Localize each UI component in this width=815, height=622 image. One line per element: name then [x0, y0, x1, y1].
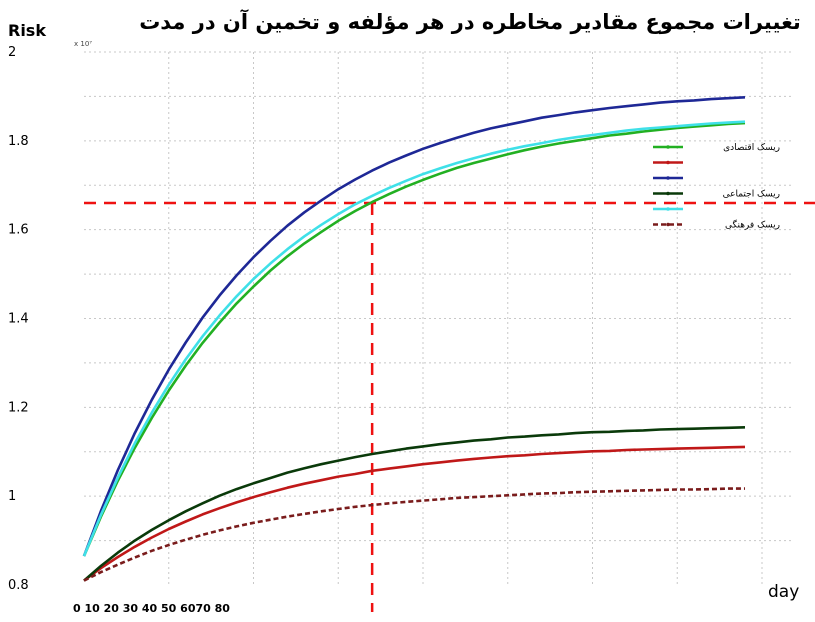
y-tick-label: 1.6 — [8, 223, 29, 238]
series-line-5 — [82, 120, 746, 557]
series-line-4 — [83, 426, 746, 582]
legend-marker — [666, 207, 670, 211]
y-tick-label: 1.8 — [8, 134, 29, 149]
x-axis-label: day — [768, 582, 799, 602]
y-axis-label: Risk — [8, 21, 46, 40]
series-line-2 — [83, 445, 746, 582]
y-tick-label: 1.2 — [8, 400, 29, 415]
legend-marker — [666, 176, 670, 180]
y-tick-label: 1.4 — [8, 312, 29, 327]
y-tick-label: 0.8 — [8, 578, 29, 593]
chart-title: تغییرات مجموع مقادیر مخاطره در هر مؤلفه … — [139, 9, 801, 34]
reference-lines — [84, 201, 815, 612]
legend-label: ریسک اجتماعی — [723, 190, 780, 200]
y-axis-multiplier: x 10⁷ — [74, 40, 92, 48]
legend-marker — [666, 191, 670, 196]
x-axis-tick-labels: 0 10 20 30 40 50 6070 80 — [73, 602, 230, 615]
legend-label: ریسک فرهنگی — [725, 219, 780, 231]
legend: ریسک اقتصادی ریسک اجتماعی ریسک فرهنگی — [653, 143, 780, 231]
legend-label: ریسک اقتصادی — [723, 143, 780, 153]
grid — [84, 51, 792, 585]
legend-marker — [666, 160, 670, 165]
series-line-6 — [83, 487, 745, 582]
series-lines — [82, 96, 746, 582]
series-line-1 — [82, 121, 746, 557]
series-line-3 — [82, 96, 746, 557]
axes: تغییرات مجموع مقادیر مخاطره در هر مؤلفه … — [8, 9, 801, 615]
y-tick-label: 1 — [8, 489, 16, 504]
legend-marker — [666, 222, 670, 227]
y-tick-label: 2 — [8, 45, 16, 60]
legend-marker — [666, 145, 670, 149]
